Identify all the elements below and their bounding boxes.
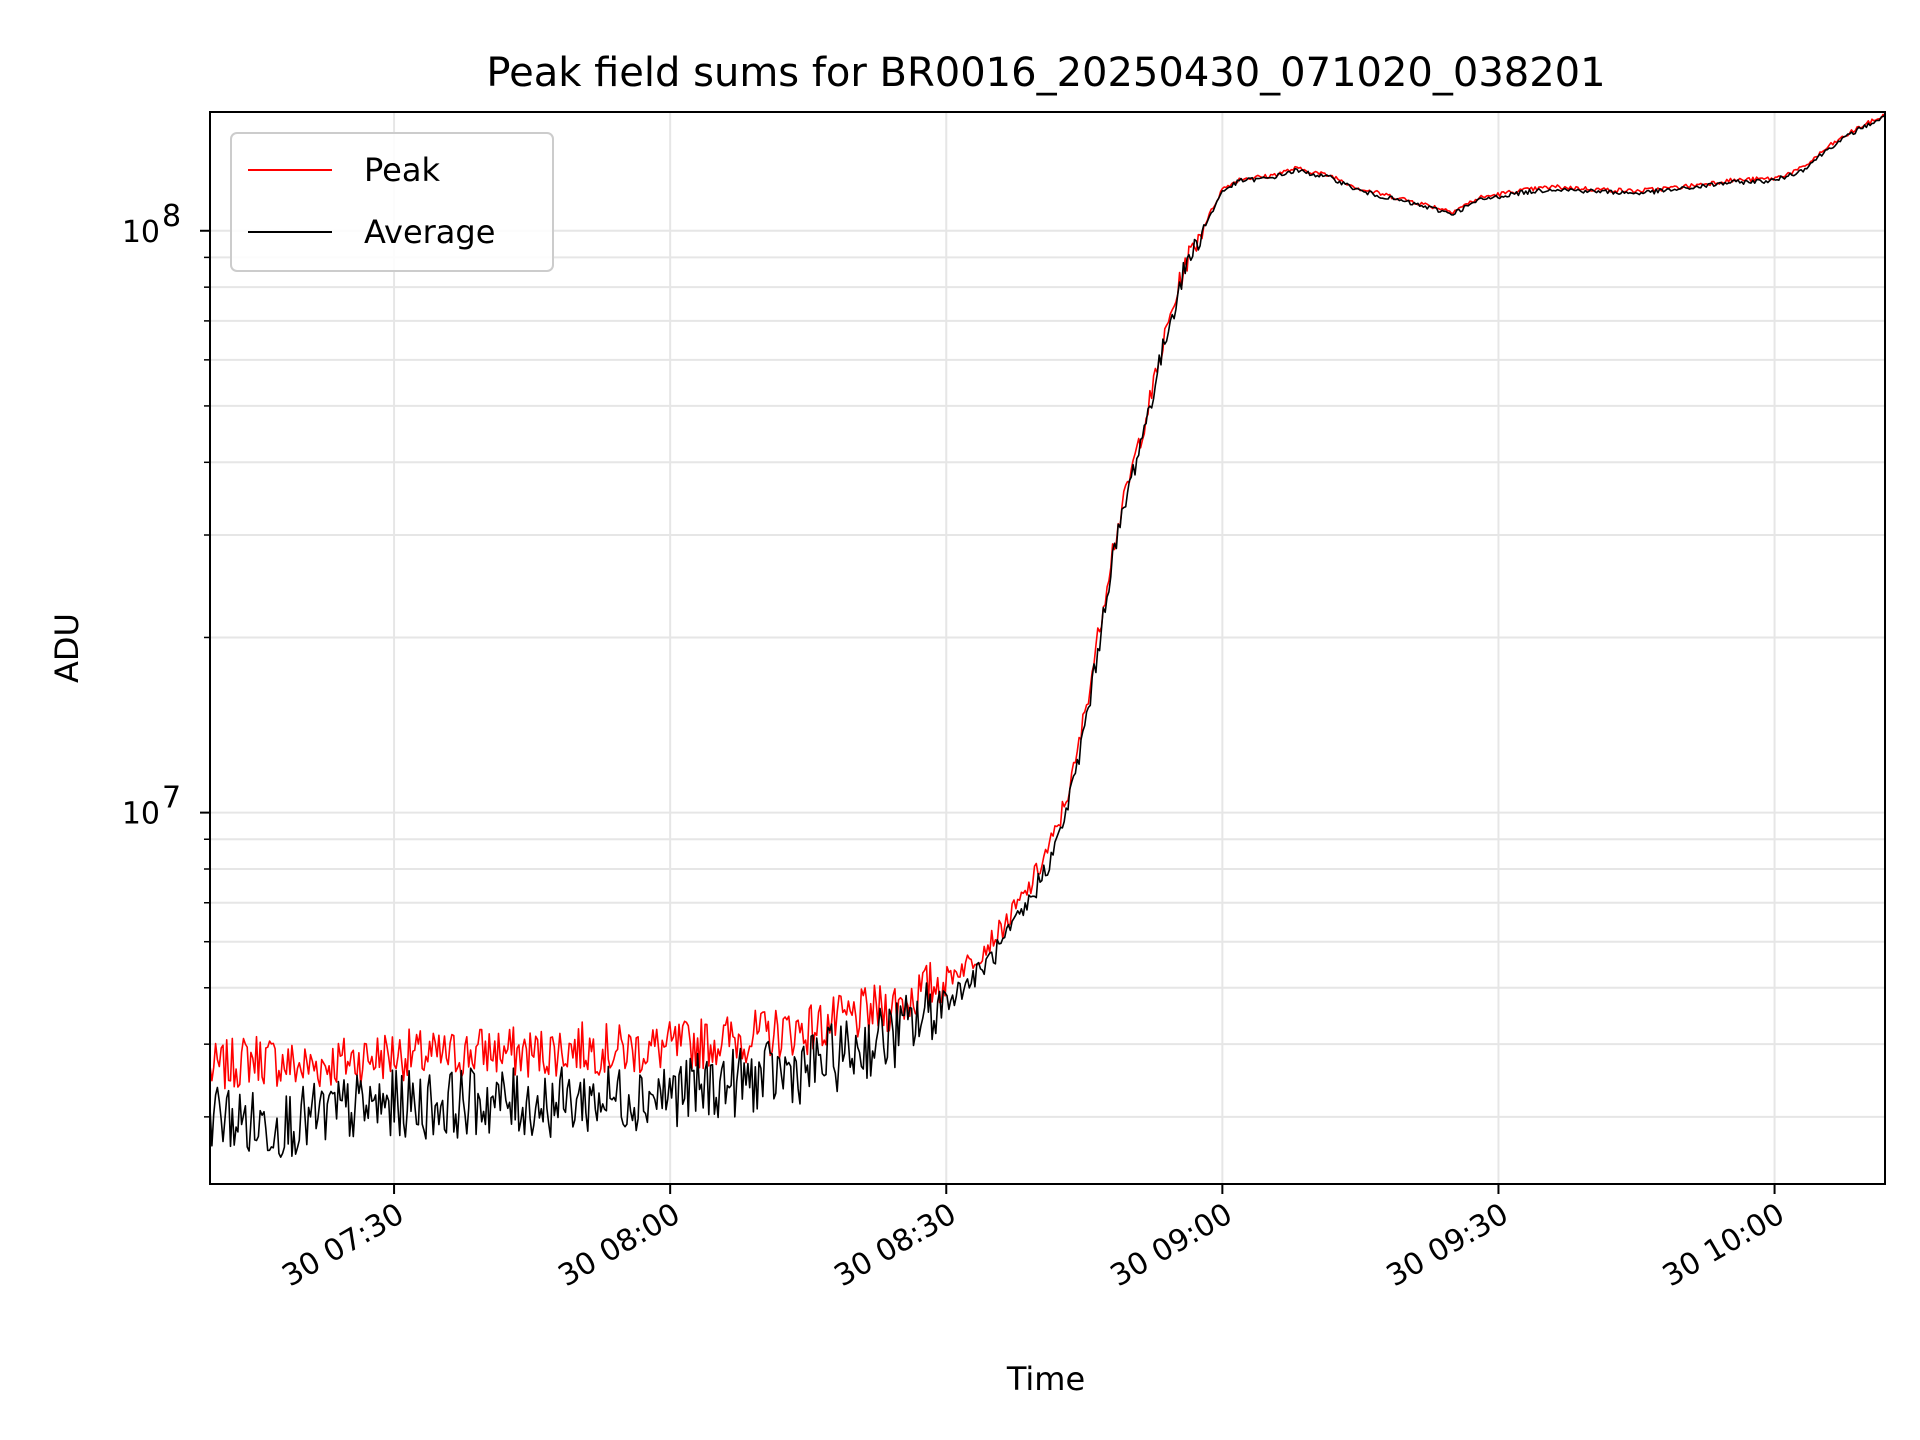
y-tick-label: 10 (122, 215, 160, 250)
axis-ticks: 30 07:30 30 08:00 30 08:30 30 09:00 30 09:30… (122, 199, 1791, 1294)
x-tick-label: 30 08:00 (552, 1197, 686, 1294)
plot-frame (209, 111, 1886, 1185)
legend-label-average: Average (364, 213, 495, 251)
series-lines (209, 113, 1886, 1158)
x-tick-label: 30 10:00 (1657, 1197, 1791, 1294)
series-line-average (209, 114, 1886, 1158)
legend-label-peak: Peak (364, 151, 440, 189)
legend: Peak Average (230, 132, 554, 272)
legend-box (230, 132, 554, 272)
x-tick-label: 30 08:30 (829, 1197, 963, 1294)
y-tick-label: 10 (122, 797, 160, 832)
x-axis-label: Time (1006, 1360, 1085, 1398)
chart-title: Peak field sums for BR0016_20250430_0710… (486, 50, 1605, 96)
grid (210, 112, 1885, 1184)
x-tick-label: 30 07:30 (276, 1197, 410, 1294)
y-axis-label: ADU (48, 613, 86, 683)
y-tick-label-exponent: 7 (162, 781, 181, 816)
x-tick-label: 30 09:00 (1105, 1197, 1239, 1294)
y-tick-label-exponent: 8 (162, 199, 181, 234)
x-tick-label: 30 09:30 (1381, 1197, 1515, 1294)
